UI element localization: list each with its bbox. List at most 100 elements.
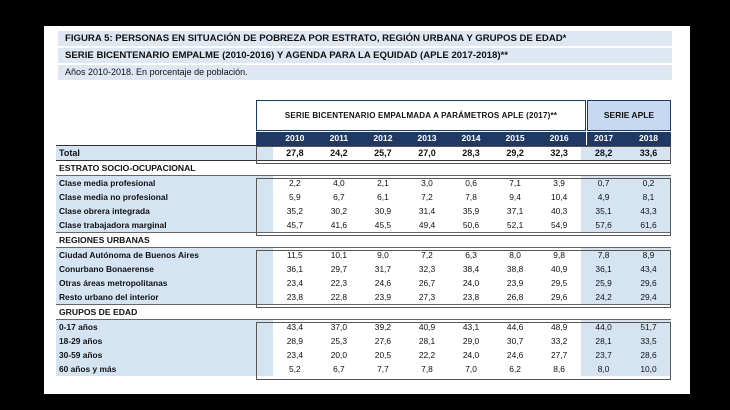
- row-value: 43,4: [286, 322, 303, 332]
- row-value: 20,5: [374, 350, 392, 360]
- row-value: 6,7: [333, 192, 345, 202]
- figure-title: FIGURA 5: PERSONAS EN SITUACIÓN DE POBRE…: [58, 30, 672, 46]
- year-header-spacer: [56, 131, 273, 146]
- row-value: 5,9: [289, 192, 301, 202]
- row-value: 28,1: [581, 334, 627, 348]
- section-spacer: [537, 304, 582, 320]
- row-value: 41,6: [330, 220, 348, 230]
- year-header-row: 2010 2011 2012 2013 2014 2015 2016 2017 2018: [56, 131, 671, 146]
- row-value: 0,2: [626, 175, 671, 190]
- row-value: 33,5: [626, 334, 671, 348]
- section-spacer: [581, 232, 627, 248]
- row-value: 35,1: [581, 204, 627, 218]
- total-value: 27,0: [404, 145, 450, 161]
- row-value: 7,8: [465, 192, 477, 202]
- row-value: 6,3: [465, 250, 477, 260]
- section-spacer: [316, 232, 361, 248]
- section-title: GRUPOS DE EDAD: [56, 304, 273, 320]
- section-spacer: [316, 304, 361, 320]
- section-spacer: [449, 232, 494, 248]
- row-value: 29,4: [626, 290, 671, 305]
- row-value: 50,6: [462, 220, 480, 230]
- year-label: 2013: [417, 133, 437, 143]
- row-value: 27,6: [374, 336, 392, 346]
- row-value: 26,8: [506, 292, 524, 302]
- section-spacer: [404, 160, 450, 176]
- row-value: 7,2: [421, 192, 433, 202]
- row-value: 30,9: [374, 206, 392, 216]
- figure-note: Años 2010-2018. En porcentaje de poblaci…: [58, 64, 672, 80]
- row-value: 24,6: [506, 350, 524, 360]
- total-value: 27,8: [272, 145, 317, 161]
- row-value: 40,9: [550, 264, 568, 274]
- document-page: FIGURA 5: PERSONAS EN SITUACIÓN DE POBRE…: [44, 26, 690, 394]
- row-value: 28,1: [418, 336, 436, 346]
- table-row: 0-17 años 43,4 37,0 39,2 40,9 43,1 44,6 48,9 44,…: [56, 319, 671, 334]
- row-value: 36,1: [581, 262, 627, 276]
- row-value: 29,6: [626, 276, 671, 290]
- section-spacer: [360, 304, 405, 320]
- row-value: 8,0: [509, 250, 521, 260]
- row-value: 23,7: [581, 348, 627, 362]
- row-value: 44,0: [581, 319, 627, 334]
- section-title: ESTRATO SOCIO-OCUPACIONAL: [56, 160, 273, 176]
- series-subtitle: SERIE BICENTENARIO EMPALME (2010-2016) Y…: [58, 47, 672, 63]
- total-value: 33,6: [626, 145, 671, 161]
- year-label: 2011: [329, 133, 349, 143]
- row-value: 24,6: [374, 278, 392, 288]
- row-value: 52,1: [506, 220, 524, 230]
- section-spacer: [404, 304, 450, 320]
- section-spacer: [360, 232, 405, 248]
- row-value: 3,0: [421, 178, 433, 188]
- section-spacer: [537, 160, 582, 176]
- row-value: 45,7: [286, 220, 303, 230]
- row-value: 40,9: [418, 322, 436, 332]
- row-value: 38,4: [462, 264, 480, 274]
- row-value: 7,2: [421, 250, 433, 260]
- row-label: Resto urbano del interior: [56, 290, 273, 305]
- total-value: 28,3: [449, 145, 494, 161]
- table-row: Otras áreas metropolitanas 23,4 22,3 24,6 26…: [56, 276, 671, 290]
- total-row: Total 27,8 24,2 25,7 27,0 28,3 29,2 32,3 28,2 33,…: [56, 145, 671, 161]
- row-label: Otras áreas metropolitanas: [56, 276, 273, 290]
- row-value: 4,9: [581, 190, 627, 204]
- row-value: 10,1: [330, 250, 348, 260]
- row-value: 9,4: [509, 192, 521, 202]
- row-value: 6,7: [333, 364, 345, 374]
- section-spacer: [626, 304, 671, 320]
- row-value: 7,0: [465, 364, 477, 374]
- total-value: 28,2: [581, 145, 627, 161]
- row-value: 23,4: [286, 278, 303, 288]
- row-label: Clase obrera integrada: [56, 204, 273, 218]
- header-serie-aple: SERIE APLE: [587, 100, 671, 131]
- row-value: 23,4: [286, 350, 303, 360]
- row-value: 23,8: [462, 292, 480, 302]
- row-value: 8,9: [626, 247, 671, 262]
- table-row: Ciudad Autónoma de Buenos Aires 11,5 10,1 9…: [56, 247, 671, 262]
- row-value: 0,6: [465, 178, 477, 188]
- table-row: Resto urbano del interior 23,8 22,8 23,9 27,…: [56, 290, 671, 305]
- row-value: 61,6: [626, 218, 671, 233]
- table-row: 18-29 años 28,9 25,3 27,6 28,1 29,0 30,7 33,2 28…: [56, 334, 671, 348]
- row-label: Clase media no profesional: [56, 190, 273, 204]
- row-label: Clase trabajadora marginal: [56, 218, 273, 233]
- year-label: 2010: [285, 133, 305, 143]
- row-value: 32,3: [418, 264, 436, 274]
- row-value: 36,1: [286, 264, 303, 274]
- row-value: 31,7: [374, 264, 392, 274]
- row-value: 2,1: [377, 178, 389, 188]
- section-title: REGIONES URBANAS: [56, 232, 273, 248]
- section-header-row: REGIONES URBANAS: [56, 232, 671, 248]
- table-row: Clase media no profesional 5,9 6,7 6,1 7,2 7,…: [56, 190, 671, 204]
- total-value: 29,2: [493, 145, 538, 161]
- row-value: 7,7: [377, 364, 389, 374]
- row-value: 30,7: [506, 336, 524, 346]
- row-value: 10,0: [626, 362, 671, 376]
- row-label: 30-59 años: [56, 348, 273, 362]
- section-spacer: [449, 304, 494, 320]
- row-value: 9,8: [553, 250, 565, 260]
- row-value: 57,6: [581, 218, 627, 233]
- row-value: 38,8: [506, 264, 524, 274]
- row-value: 40,3: [550, 206, 568, 216]
- section-spacer: [316, 160, 361, 176]
